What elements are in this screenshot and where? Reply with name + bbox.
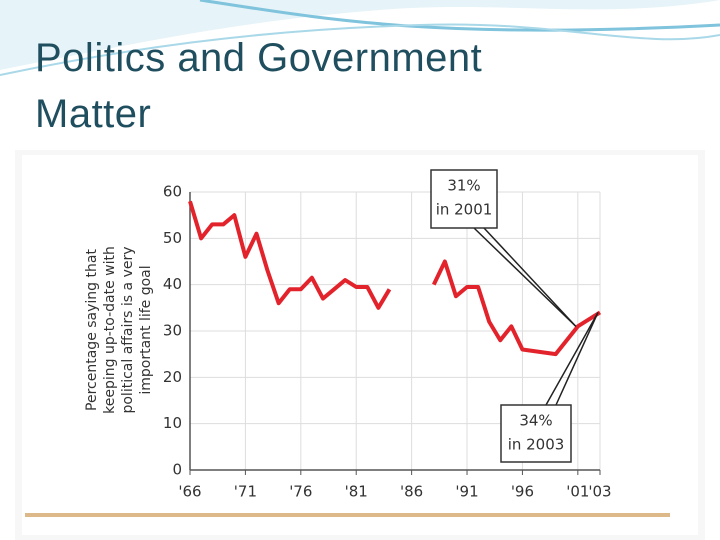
y-tick-label: 10 <box>163 414 182 432</box>
annotation-arrow <box>545 312 599 406</box>
x-tick-label: '81 <box>345 483 368 501</box>
x-tick-label: '66 <box>178 483 201 501</box>
image-area <box>22 155 698 535</box>
x-tick-label: '96 <box>511 483 534 501</box>
x-tick-label: '91 <box>455 483 478 501</box>
y-axis-label: Percentage saying that <box>84 249 100 411</box>
annotation-arrow <box>555 312 599 406</box>
y-tick-label: 20 <box>163 368 182 386</box>
x-tick-label: '01 <box>566 483 589 501</box>
annotation-text: 34% <box>519 412 552 430</box>
wave <box>0 0 720 70</box>
y-axis-label: political affairs is a very <box>120 246 136 413</box>
y-axis-label: important life goal <box>138 265 154 394</box>
annotation-text: in 2001 <box>436 201 493 219</box>
annotation-arrow <box>473 227 577 327</box>
slide-title: Politics and Government Matter <box>35 36 483 136</box>
y-tick-label: 30 <box>163 322 182 340</box>
y-tick-label: 60 <box>163 183 182 201</box>
annotation-text: in 2003 <box>508 436 565 454</box>
annotation-text: 31% <box>447 177 480 195</box>
y-tick-label: 40 <box>163 275 182 293</box>
x-tick-label: '76 <box>289 483 312 501</box>
x-tick-label: '86 <box>400 483 423 501</box>
y-tick-label: 50 <box>163 229 182 247</box>
wave <box>0 23 720 76</box>
data-line <box>188 200 602 357</box>
x-tick-label: '71 <box>234 483 257 501</box>
annotation-box <box>430 169 498 229</box>
annotation-arrow <box>483 227 577 327</box>
y-axis-label: keeping up-to-date with <box>102 246 118 414</box>
annotation-box <box>500 404 572 463</box>
x-tick-label: '03 <box>588 483 611 501</box>
y-tick-label: 0 <box>172 461 182 479</box>
